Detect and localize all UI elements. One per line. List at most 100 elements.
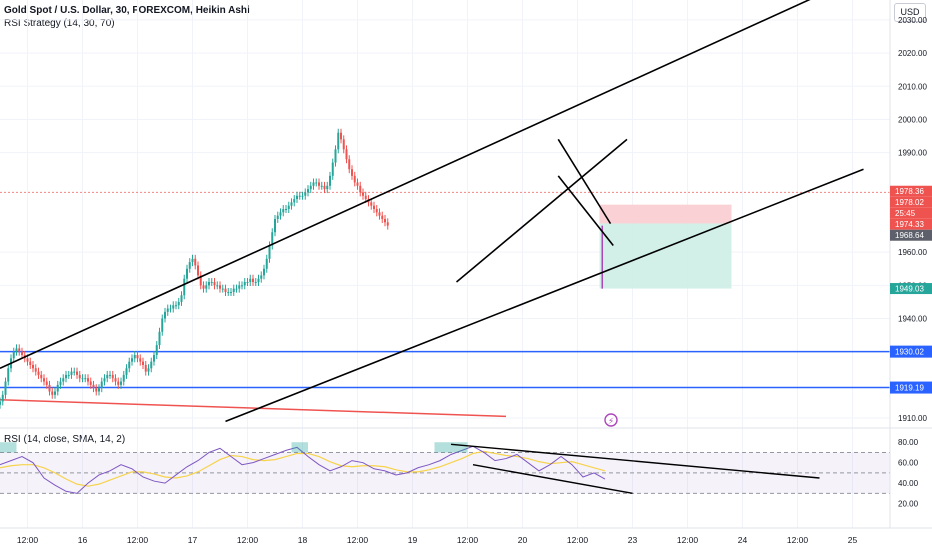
candle	[356, 182, 359, 186]
candle	[26, 358, 29, 362]
candle	[362, 192, 364, 196]
time-tick-label: 12:00	[787, 535, 809, 545]
price-tick-label: 2020.00	[898, 49, 927, 58]
candle	[175, 305, 177, 307]
candle	[221, 288, 224, 290]
candle	[373, 205, 375, 210]
candle	[197, 265, 199, 276]
candle	[131, 358, 133, 362]
candle	[384, 218, 386, 223]
candle	[265, 258, 268, 269]
candle	[1, 394, 4, 402]
candle	[133, 355, 136, 359]
candle	[122, 374, 125, 382]
candle	[318, 182, 320, 186]
candle	[45, 381, 48, 385]
rsi-tick-label: 80.00	[898, 438, 919, 447]
price-tag	[890, 185, 932, 197]
currency-button[interactable]: USD	[894, 3, 926, 22]
candle	[285, 209, 287, 211]
candle	[144, 364, 147, 372]
candle	[199, 275, 202, 286]
candle	[312, 182, 315, 186]
trend-line	[0, 0, 811, 370]
strategy-legend[interactable]: RSI Strategy (14, 30, 70)	[4, 18, 115, 29]
rsi-overbought-fill	[291, 442, 308, 453]
candle	[70, 371, 73, 375]
candle	[326, 185, 329, 190]
candle	[142, 361, 144, 365]
candle	[87, 378, 89, 382]
level-price-tag	[890, 381, 932, 394]
time-tick-label: 12:00	[567, 535, 589, 545]
candle	[230, 291, 232, 293]
candle	[125, 368, 128, 375]
candle	[386, 222, 389, 226]
candle	[56, 384, 59, 392]
candle	[183, 278, 186, 296]
lightning-glyph: ⚡	[608, 417, 614, 427]
time-tick-label: 18	[298, 535, 308, 545]
candle	[106, 374, 109, 379]
candle	[161, 318, 164, 332]
price-tag-label: 1974.33	[895, 220, 924, 229]
candle	[194, 258, 197, 266]
trend-line	[455, 138, 628, 283]
chart-title: Gold Spot / U.S. Dollar, 30, FOREXCOM, H…	[4, 5, 250, 16]
candle	[158, 331, 161, 346]
time-tick-label: 17	[188, 535, 198, 545]
candle	[375, 209, 378, 213]
price-tick-label: 1960.00	[898, 248, 927, 257]
candle	[249, 278, 252, 283]
price-tag	[890, 283, 932, 295]
candle	[320, 185, 323, 187]
candle	[166, 308, 169, 312]
candle	[177, 301, 180, 306]
candle	[351, 169, 353, 176]
trend-line	[557, 138, 612, 225]
candle	[370, 202, 373, 206]
candle	[205, 285, 208, 289]
time-tick-label: 12:00	[237, 535, 259, 545]
candle	[315, 182, 318, 184]
price-tick-label: 2000.00	[898, 115, 927, 124]
candle	[67, 374, 70, 376]
candle	[59, 381, 62, 385]
candle	[32, 364, 34, 369]
trend-line	[557, 175, 614, 247]
candle	[100, 381, 103, 389]
candle	[76, 371, 78, 375]
candle	[241, 285, 243, 287]
candle	[18, 348, 21, 352]
candle	[15, 348, 18, 352]
time-tick-label: 19	[408, 535, 418, 545]
candle	[279, 212, 282, 216]
candle	[188, 262, 191, 269]
rsi-overbought-fill	[0, 442, 17, 453]
rsi-tick-label: 20.00	[898, 500, 919, 509]
candle	[290, 202, 293, 206]
candle	[103, 378, 106, 382]
candle	[329, 175, 331, 186]
candle	[4, 381, 7, 395]
price-tag-label: 1978.36	[895, 187, 924, 196]
candle	[81, 378, 84, 380]
candle	[153, 355, 155, 362]
candle	[271, 232, 274, 246]
price-tick-label: 1940.00	[898, 315, 927, 324]
time-tick-label: 23	[628, 535, 638, 545]
candle	[155, 345, 158, 356]
candle	[364, 195, 367, 200]
rsi-legend[interactable]: RSI (14, close, SMA, 14, 2)	[4, 434, 126, 445]
candle	[120, 381, 122, 385]
candle	[12, 351, 15, 359]
candle	[274, 218, 276, 233]
price-tag	[890, 207, 932, 219]
candle	[378, 212, 381, 216]
candle	[54, 391, 56, 395]
candle	[381, 215, 384, 219]
time-tick-label: 25	[848, 535, 858, 545]
time-tick-label: 12:00	[457, 535, 479, 545]
candle	[29, 361, 32, 365]
